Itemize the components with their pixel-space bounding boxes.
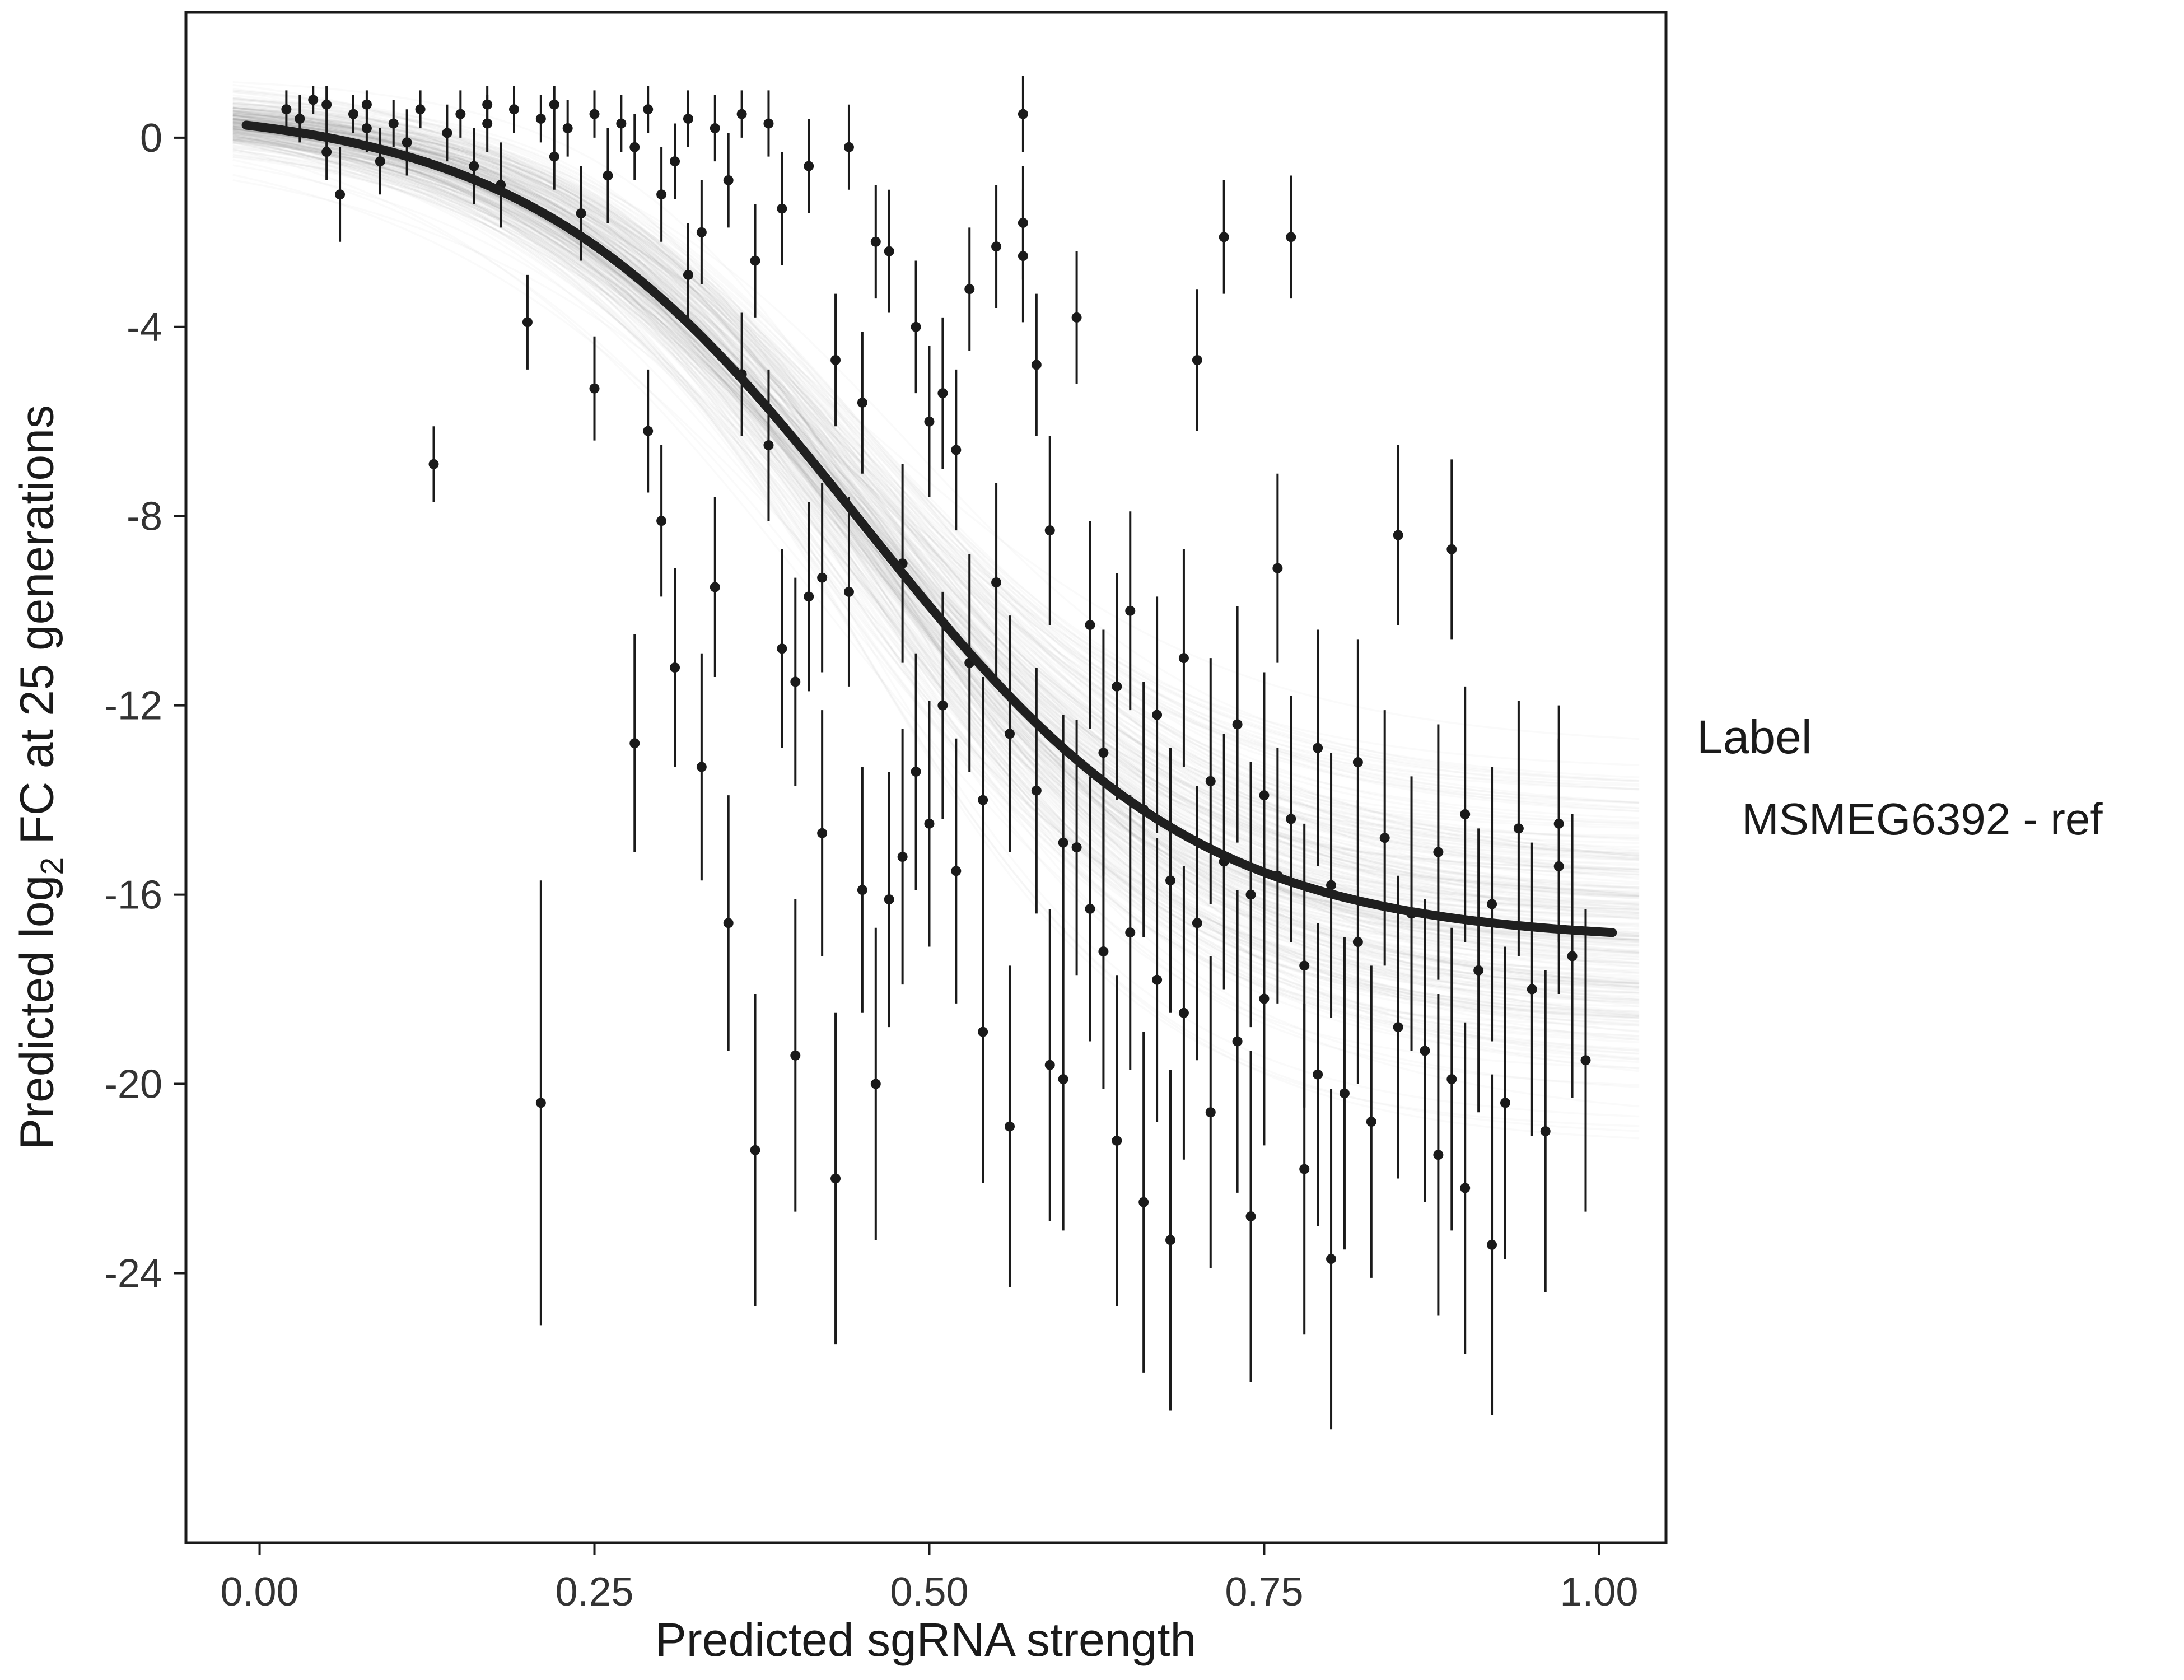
x-tick-label: 0.50 (890, 1570, 968, 1614)
y-axis-title-sub: 2 (34, 857, 71, 875)
legend-label: MSMEG6392 - ref (1742, 794, 2103, 844)
y-axis-title: Predicted log2 FC at 25 generations (10, 405, 71, 1150)
y-tick-label: -20 (104, 1062, 162, 1107)
fit-curve (241, 120, 1617, 937)
y-tick-label: -24 (104, 1251, 162, 1296)
panel-border (184, 11, 1668, 1544)
data-points (281, 76, 1591, 1430)
y-tick-label: -16 (104, 873, 162, 918)
legend-title: Label (1697, 711, 1812, 763)
axis-tick-labels: 0.00 0.25 0.50 0.75 1.00 0 -4 -8 -12 -16 -20 -24 (104, 116, 1639, 1614)
legend-entry: MSMEG6392 - ref (1697, 794, 2103, 845)
x-tick-label: 1.00 (1560, 1570, 1638, 1614)
legend-swatch-icon (1697, 811, 1725, 827)
y-axis-title-pre: Predicted log (10, 875, 63, 1150)
y-axis-title-post: FC at 25 generations (10, 405, 63, 857)
y-tick-label: -8 (127, 494, 162, 539)
y-tick-label: -12 (104, 684, 162, 729)
axis-ticks (174, 136, 1600, 1555)
y-tick-label: 0 (140, 116, 162, 161)
x-tick-label: 0.75 (1225, 1570, 1303, 1614)
x-tick-label: 0.25 (555, 1570, 633, 1614)
y-tick-label: -4 (127, 305, 162, 350)
x-axis-title: Predicted sgRNA strength (655, 1613, 1197, 1666)
legend: Label MSMEG6392 - ref (1697, 710, 2103, 845)
x-tick-label: 0.00 (220, 1570, 298, 1614)
